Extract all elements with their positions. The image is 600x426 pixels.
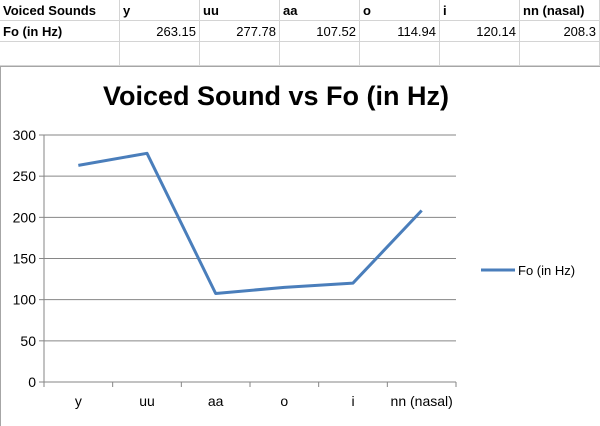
cell-g1[interactable]: nn (nasal) — [520, 0, 600, 21]
x-tick-label: i — [351, 393, 354, 409]
cell-e3[interactable] — [360, 42, 440, 66]
cell-a1[interactable]: Voiced Sounds — [0, 0, 120, 21]
x-tick-label: nn (nasal) — [391, 393, 453, 409]
cell-e2[interactable]: 114.94 — [360, 21, 440, 42]
y-tick-label: 0 — [28, 374, 36, 390]
cell-b2[interactable]: 263.15 — [120, 21, 200, 42]
sheet-row-empty — [0, 42, 600, 66]
cell-f2[interactable]: 120.14 — [440, 21, 520, 42]
y-tick-label: 100 — [13, 292, 37, 308]
cell-g3[interactable] — [520, 42, 600, 66]
y-tick-label: 50 — [20, 333, 36, 349]
series-line[interactable] — [78, 151, 423, 295]
cell-c3[interactable] — [200, 42, 280, 66]
cell-a2[interactable]: Fo (in Hz) — [0, 21, 120, 42]
y-tick-label: 200 — [13, 209, 37, 225]
y-tick-label: 300 — [13, 127, 37, 143]
sheet-row-values: Fo (in Hz) 263.15 277.78 107.52 114.94 1… — [0, 21, 600, 42]
x-tick-label: aa — [208, 393, 224, 409]
cell-g2[interactable]: 208.3 — [520, 21, 600, 42]
cell-e1[interactable]: o — [360, 0, 440, 21]
y-tick-label: 150 — [13, 251, 37, 267]
cell-a3[interactable] — [0, 42, 120, 66]
chart-area[interactable]: Voiced Sound vs Fo (in Hz) 0 50 100 150 200 2… — [0, 66, 600, 426]
sheet-row-header: Voiced Sounds y uu aa o i nn (nasal) — [0, 0, 600, 21]
cell-d1[interactable]: aa — [280, 0, 360, 21]
cell-f3[interactable] — [440, 42, 520, 66]
cell-d3[interactable] — [280, 42, 360, 66]
cell-d2[interactable]: 107.52 — [280, 21, 360, 42]
y-tick-label: 250 — [13, 168, 37, 184]
spreadsheet-grid: Voiced Sounds y uu aa o i nn (nasal) Fo … — [0, 0, 600, 66]
cell-c2[interactable]: 277.78 — [200, 21, 280, 42]
x-tick-label: uu — [139, 393, 155, 409]
x-tick-label: o — [280, 393, 288, 409]
x-tick-label: y — [75, 393, 82, 409]
cell-c1[interactable]: uu — [200, 0, 280, 21]
line-chart: 0 50 100 150 200 250 300 y uu aa o i nn (nasal) Fo (… — [13, 127, 575, 409]
legend-label: Fo (in Hz) — [518, 263, 575, 278]
cell-b3[interactable] — [120, 42, 200, 66]
cell-b1[interactable]: y — [120, 0, 200, 21]
cell-f1[interactable]: i — [440, 0, 520, 21]
chart-title[interactable]: Voiced Sound vs Fo (in Hz) — [102, 81, 449, 111]
